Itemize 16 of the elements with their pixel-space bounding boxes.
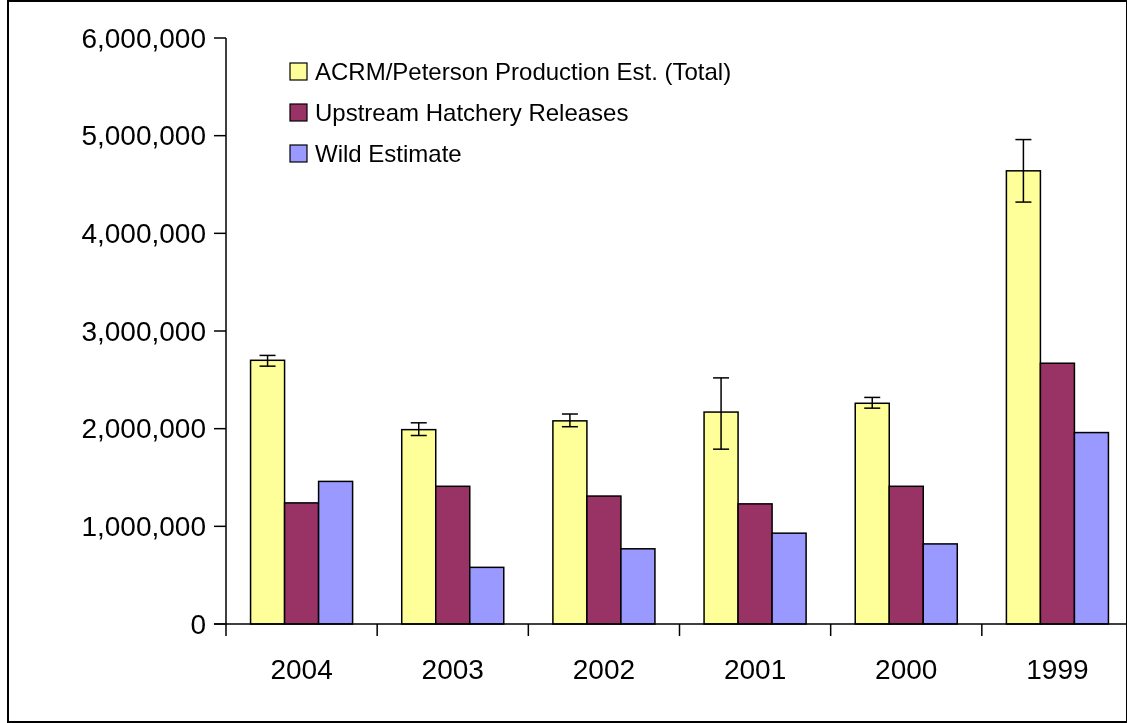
y-tick-label: 0: [190, 608, 206, 640]
x-tick-label: 2001: [723, 654, 787, 685]
x-tick-label: 2004: [270, 654, 333, 685]
x-tick-label: 2000: [875, 654, 938, 685]
legend-label: Wild Estimate: [315, 140, 462, 168]
y-tick-label: 2,000,000: [81, 413, 206, 445]
y-tick-label: 1,000,000: [81, 511, 206, 543]
x-tick-label: 2002: [572, 654, 636, 685]
legend-label: Upstream Hatchery Releases: [315, 99, 629, 127]
y-tick-label: 5,000,000: [81, 120, 206, 152]
y-tick-label: 4,000,000: [81, 218, 206, 250]
legend-label: ACRM/Peterson Production Est. (Total): [315, 58, 732, 86]
x-tick-label: 2003: [421, 654, 484, 685]
x-tick-label: 1999: [1026, 654, 1089, 685]
y-tick-label: 3,000,000: [81, 315, 206, 347]
y-tick-label: 6,000,000: [81, 22, 206, 54]
